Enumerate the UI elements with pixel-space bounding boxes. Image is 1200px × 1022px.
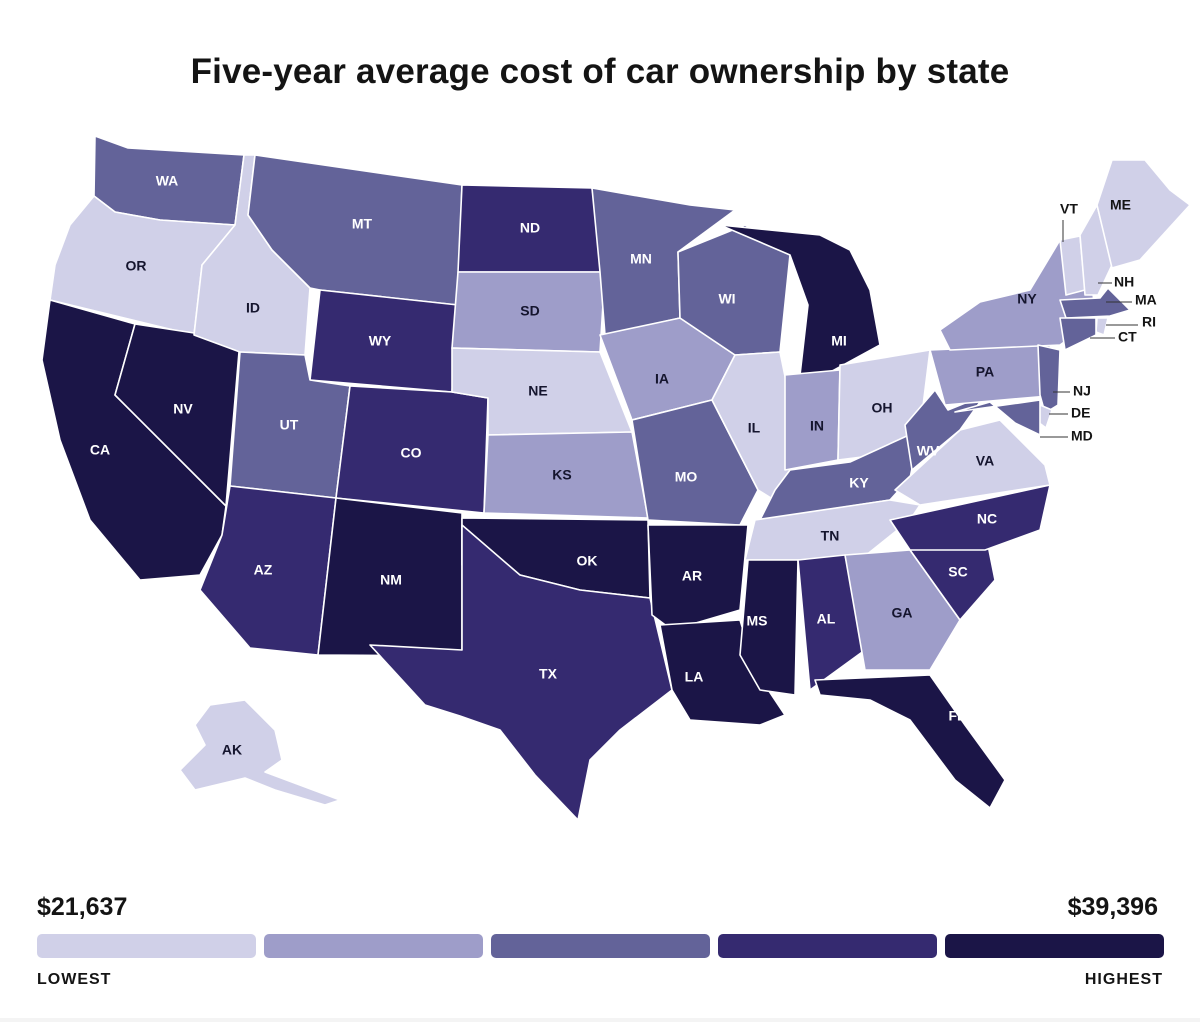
legend-swatch-2: [264, 934, 483, 958]
state-label-wi: WI: [718, 291, 735, 307]
state-mo: [631, 399, 759, 526]
labels-layer: WA OR CA NV ID MT WY UT AZ CO NM ND SD NE KS OK TX MN IA MO…: [90, 173, 1157, 758]
state-label-al: AL: [817, 611, 836, 627]
state-label-mo: MO: [675, 469, 698, 485]
state-label-ri: RI: [1142, 314, 1156, 330]
legend-min-value: $21,637: [37, 893, 128, 921]
state-label-vt: VT: [1060, 201, 1078, 217]
state-label-ne: NE: [528, 383, 547, 399]
state-label-de: DE: [1071, 405, 1090, 421]
state-label-sd: SD: [520, 303, 539, 319]
state-label-tn: TN: [821, 528, 840, 544]
state-label-ma: MA: [1135, 292, 1157, 308]
state-label-ga: GA: [892, 605, 913, 621]
state-label-ok: OK: [577, 553, 598, 569]
state-label-va: VA: [976, 453, 994, 469]
state-ms: [739, 559, 799, 696]
state-ak: [179, 699, 341, 806]
state-label-co: CO: [401, 445, 422, 461]
state-me: [1096, 159, 1191, 269]
state-label-ms: MS: [747, 613, 768, 629]
state-label-me: ME: [1110, 197, 1131, 213]
map-title: Five-year average cost of car ownership …: [190, 52, 1010, 91]
legend-swatch-4: [718, 934, 937, 958]
state-label-nd: ND: [520, 220, 540, 236]
legend-max-value: $39,396: [1067, 893, 1158, 921]
state-co: [335, 385, 489, 514]
state-label-in: IN: [810, 418, 824, 434]
state-ri: [1095, 317, 1109, 336]
state-label-pa: PA: [976, 364, 994, 380]
legend-swatch-1: [37, 934, 256, 958]
state-label-ny: NY: [1017, 291, 1037, 307]
state-label-nj: NJ: [1073, 383, 1091, 399]
state-label-ky: KY: [849, 475, 869, 491]
bottom-divider: [0, 1018, 1200, 1022]
state-label-ak: AK: [222, 742, 242, 758]
state-md: [954, 399, 1041, 436]
state-label-oh: OH: [872, 400, 893, 416]
state-mi: [719, 224, 881, 376]
state-label-ar: AR: [682, 568, 702, 584]
state-label-wa: WA: [156, 173, 179, 189]
state-nj: [1037, 344, 1061, 414]
state-fl: [814, 674, 1006, 809]
state-label-sc: SC: [948, 564, 967, 580]
state-label-nm: NM: [380, 572, 402, 588]
legend-swatch-3: [491, 934, 710, 958]
state-label-mn: MN: [630, 251, 652, 267]
state-ct: [1059, 317, 1097, 351]
state-label-az: AZ: [254, 562, 273, 578]
state-label-ct: CT: [1118, 329, 1137, 345]
state-label-wy: WY: [369, 333, 392, 349]
state-label-mi: MI: [831, 333, 847, 349]
state-label-mt: MT: [352, 216, 373, 232]
state-label-nc: NC: [977, 511, 997, 527]
state-label-ks: KS: [552, 467, 571, 483]
state-nc: [889, 484, 1051, 551]
state-tx: [369, 524, 673, 821]
state-label-ut: UT: [280, 417, 299, 433]
state-label-la: LA: [685, 669, 704, 685]
state-label-or: OR: [126, 258, 147, 274]
state-nh: [1079, 204, 1113, 296]
legend-swatch-5: [945, 934, 1164, 958]
state-label-tx: TX: [539, 666, 558, 682]
legend-low-label: LOWEST: [37, 971, 112, 988]
legend-high-label: HIGHEST: [1084, 971, 1163, 988]
state-label-fl: FL: [948, 708, 966, 724]
state-label-id: ID: [246, 300, 260, 316]
state-label-md: MD: [1071, 428, 1093, 444]
state-label-ca: CA: [90, 442, 110, 458]
state-ar: [647, 524, 749, 631]
state-label-nv: NV: [173, 401, 193, 417]
state-label-il: IL: [748, 420, 761, 436]
state-label-ia: IA: [655, 371, 669, 387]
states-layer: [41, 135, 1191, 821]
state-label-wv: WV: [917, 443, 940, 459]
state-label-nh: NH: [1114, 274, 1134, 290]
